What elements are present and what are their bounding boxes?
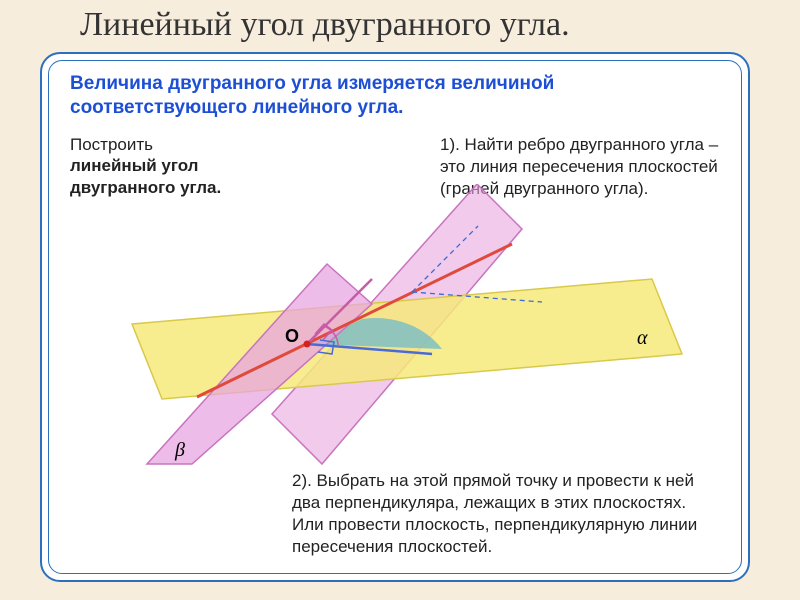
content-frame: Величина двугранного угла измеряется вел… xyxy=(40,52,750,582)
build-line1: линейный угол xyxy=(70,156,198,175)
label-beta: β xyxy=(174,439,185,461)
label-o: O xyxy=(285,326,299,346)
point-o xyxy=(304,341,311,348)
label-alpha: α xyxy=(637,327,648,349)
definition-text: Величина двугранного угла измеряется вел… xyxy=(70,72,720,120)
page-title: Линейный угол двугранного угла. xyxy=(80,6,760,44)
build-prefix: Построить xyxy=(70,135,153,154)
dihedral-diagram: O α β xyxy=(62,184,732,474)
step-2-text: 2). Выбрать на этой прямой точку и прове… xyxy=(292,470,720,558)
page: Линейный угол двугранного угла. Величина… xyxy=(0,0,800,600)
